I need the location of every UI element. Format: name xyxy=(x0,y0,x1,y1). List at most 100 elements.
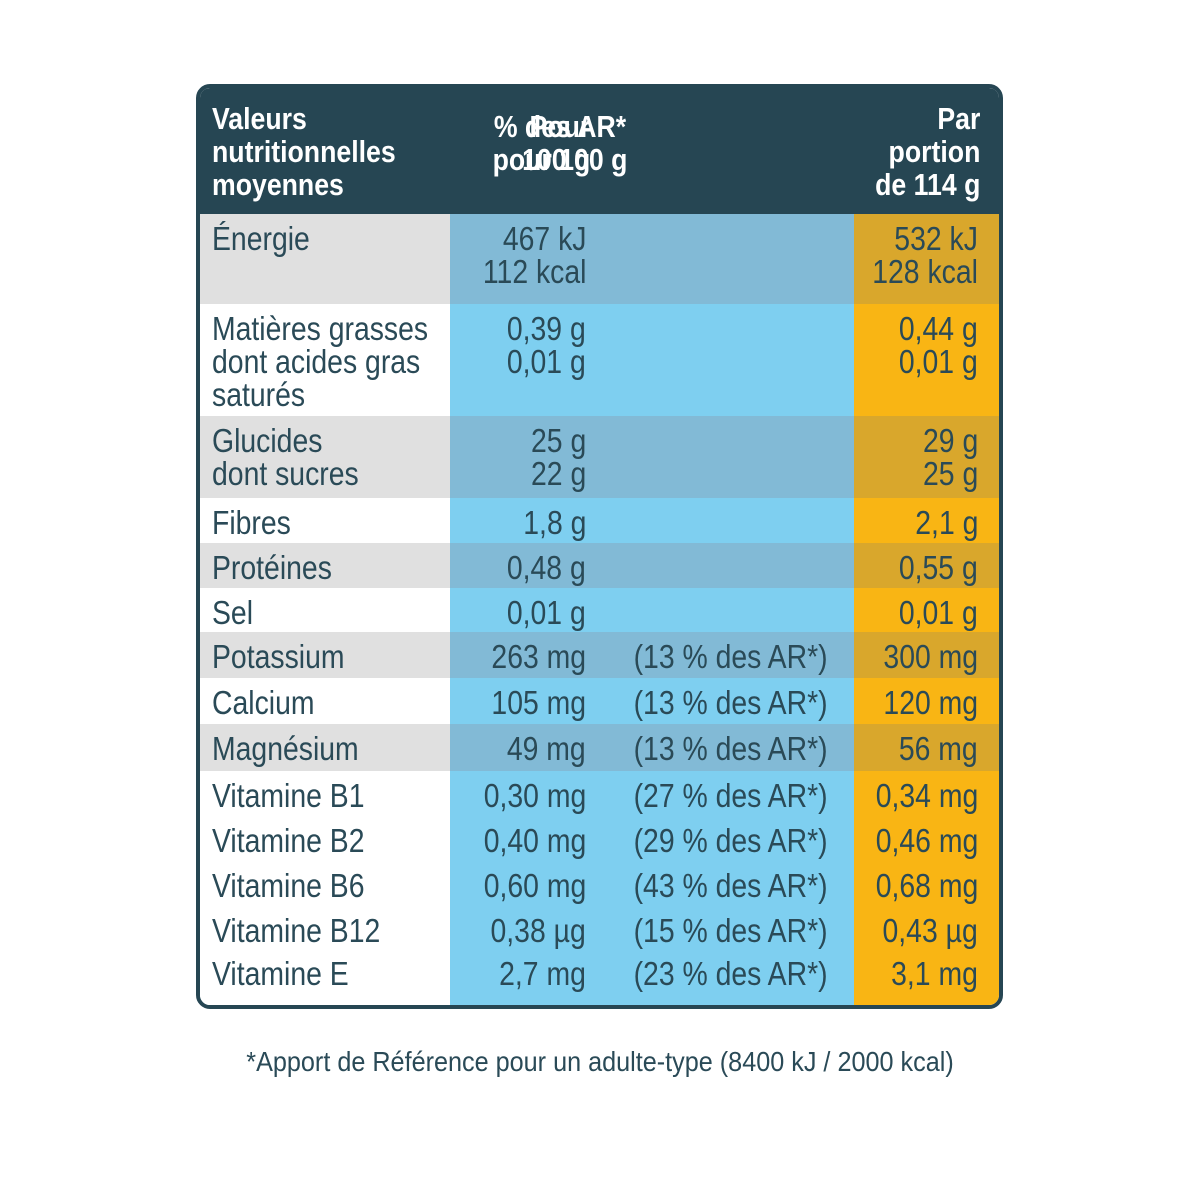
table-row: Vitamine B6 0,60 mg (43 % des AR*) 0,68 mg xyxy=(200,861,999,906)
label-cell xyxy=(200,724,450,771)
value-per-100g: 0,30 mg xyxy=(483,777,586,814)
value-per-portion: 120 mg xyxy=(883,684,978,721)
per-portion-cell xyxy=(854,678,999,724)
value-per-portion: 0,55 g xyxy=(899,549,978,586)
table-row: Calcium 105 mg (13 % des AR*) 120 mg xyxy=(200,678,999,724)
table-row: Matières grasses dont acides gras saturé… xyxy=(200,304,999,416)
per-100g-cell xyxy=(450,588,854,632)
nutrient-name: Potassium xyxy=(212,638,345,675)
reference-intake-percent: (13 % des AR*) xyxy=(633,684,828,721)
per-portion-cell xyxy=(854,906,999,949)
per-100g-cell xyxy=(450,304,854,416)
reference-intake-percent: (27 % des AR*) xyxy=(633,777,828,814)
header-nutrient-label: Valeurs nutritionnelles moyennes xyxy=(212,101,396,202)
value-per-100g: 0,01 g xyxy=(507,594,586,631)
value-per-100g: 1,8 g xyxy=(522,504,586,541)
header-per-portion: Par portion de 114 g xyxy=(874,101,980,202)
label-cell xyxy=(200,949,450,1005)
nutrient-name: Vitamine E xyxy=(212,955,349,992)
reference-intake-footnote: *Apport de Référence pour un adulte-type… xyxy=(246,1046,954,1077)
value-per-100g: 0,38 µg xyxy=(490,912,586,949)
label-cell xyxy=(200,678,450,724)
per-100g-cell xyxy=(450,861,854,906)
label-cell xyxy=(200,498,450,543)
value-per-100g: 49 mg xyxy=(507,730,586,767)
value-per-portion: 29 g 25 g xyxy=(922,422,978,492)
value-per-portion: 0,34 mg xyxy=(875,777,978,814)
reference-intake-percent: (13 % des AR*) xyxy=(633,638,828,675)
value-per-100g: 105 mg xyxy=(491,684,586,721)
label-cell xyxy=(200,416,450,498)
table-row: Sel 0,01 g 0,01 g xyxy=(200,588,999,632)
per-portion-cell xyxy=(854,861,999,906)
nutrient-name: Énergie xyxy=(212,220,310,257)
value-per-100g: 25 g 22 g xyxy=(530,422,586,492)
value-per-portion: 300 mg xyxy=(883,638,978,675)
header-per-100g: Pour 100 g xyxy=(521,109,590,177)
per-portion-cell xyxy=(854,771,999,816)
per-100g-cell xyxy=(450,498,854,543)
value-per-portion: 3,1 mg xyxy=(891,955,978,992)
reference-intake-percent: (29 % des AR*) xyxy=(633,822,828,859)
per-100g-cell xyxy=(450,816,854,861)
nutrient-name: Magnésium xyxy=(212,730,359,767)
nutrient-name: Vitamine B12 xyxy=(212,912,381,949)
table-row: Vitamine B2 0,40 mg (29 % des AR*) 0,46 mg xyxy=(200,816,999,861)
nutrient-name: Vitamine B2 xyxy=(212,822,365,859)
value-per-portion: 56 mg xyxy=(899,730,978,767)
table-row: Énergie 467 kJ 112 kcal 532 kJ 128 kcal xyxy=(200,214,999,304)
value-per-portion: 0,01 g xyxy=(899,594,978,631)
table-row: Vitamine B12 0,38 µg (15 % des AR*) 0,43 µg xyxy=(200,906,999,949)
value-per-100g: 0,39 g 0,01 g xyxy=(507,310,586,380)
per-100g-cell xyxy=(450,949,854,1005)
nutrient-name: Vitamine B1 xyxy=(212,777,365,814)
label-cell xyxy=(200,304,450,416)
table-row: Magnésium 49 mg (13 % des AR*) 56 mg xyxy=(200,724,999,771)
label-cell xyxy=(200,906,450,949)
per-100g-cell xyxy=(450,678,854,724)
per-100g-cell xyxy=(450,771,854,816)
value-per-portion: 2,1 g xyxy=(914,504,978,541)
per-portion-cell xyxy=(854,949,999,1005)
per-100g-cell xyxy=(450,906,854,949)
value-per-portion: 0,44 g 0,01 g xyxy=(899,310,978,380)
value-per-100g: 0,60 mg xyxy=(483,867,586,904)
value-per-portion: 532 kJ 128 kcal xyxy=(872,220,978,290)
label-cell xyxy=(200,632,450,678)
per-portion-cell xyxy=(854,588,999,632)
label-cell xyxy=(200,861,450,906)
nutrient-name: Sel xyxy=(212,594,254,631)
value-per-100g: 263 mg xyxy=(491,638,586,675)
label-cell xyxy=(200,771,450,816)
per-portion-cell xyxy=(854,632,999,678)
per-100g-cell xyxy=(450,416,854,498)
header-reference-intake: % des AR* pour 100 g xyxy=(492,109,628,177)
table-row: Potassium 263 mg (13 % des AR*) 300 mg xyxy=(200,632,999,678)
per-portion-cell xyxy=(854,498,999,543)
nutrient-name: Fibres xyxy=(212,504,291,541)
value-per-portion: 0,43 µg xyxy=(882,912,978,949)
label-cell xyxy=(200,816,450,861)
value-per-100g: 0,48 g xyxy=(507,549,586,586)
nutrient-name: Vitamine B6 xyxy=(212,867,365,904)
label-cell xyxy=(200,543,450,588)
nutrient-name: Protéines xyxy=(212,549,332,586)
per-100g-cell xyxy=(450,632,854,678)
label-cell xyxy=(200,214,450,304)
per-portion-cell xyxy=(854,816,999,861)
table-row: Vitamine B1 0,30 mg (27 % des AR*) 0,34 mg xyxy=(200,771,999,816)
reference-intake-percent: (23 % des AR*) xyxy=(633,955,828,992)
per-100g-cell xyxy=(450,543,854,588)
value-per-portion: 0,68 mg xyxy=(875,867,978,904)
label-cell xyxy=(200,588,450,632)
per-100g-cell xyxy=(450,214,854,304)
value-per-100g: 467 kJ 112 kcal xyxy=(482,220,586,290)
table-row: Vitamine E 2,7 mg (23 % des AR*) 3,1 mg xyxy=(200,949,999,1005)
per-portion-cell xyxy=(854,304,999,416)
nutrient-name: Matières grasses dont acides gras saturé… xyxy=(212,310,429,413)
value-per-100g: 0,40 mg xyxy=(483,822,586,859)
nutrition-table: Valeurs nutritionnelles moyennes Pour 10… xyxy=(196,84,1003,1009)
table-row: Glucides dont sucres 25 g 22 g 29 g 25 g xyxy=(200,416,999,498)
value-per-portion: 0,46 mg xyxy=(875,822,978,859)
nutrient-name: Calcium xyxy=(212,684,315,721)
